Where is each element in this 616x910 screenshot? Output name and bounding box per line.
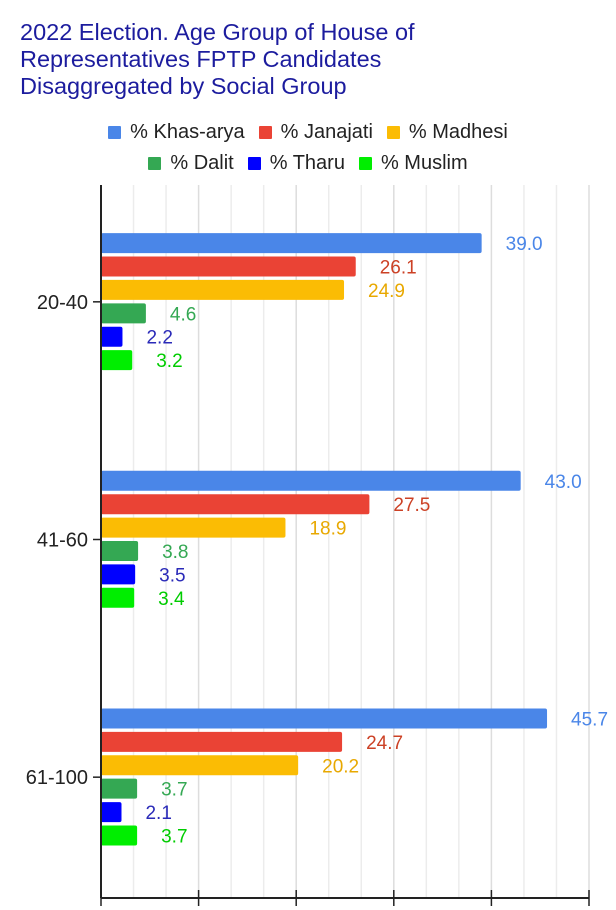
chart-title-line: 2022 Election. Age Group of House of bbox=[20, 19, 415, 45]
bar bbox=[101, 326, 123, 347]
data-label: 2.2 bbox=[146, 328, 172, 349]
legend-label: % Muslim bbox=[380, 152, 468, 174]
data-label: 24.9 bbox=[368, 281, 405, 302]
bar bbox=[101, 825, 138, 846]
legend-item[interactable]: % Madhesi bbox=[386, 121, 508, 144]
data-label: 3.7 bbox=[161, 780, 187, 801]
chart-title-line: Representatives FPTP Candidates bbox=[20, 46, 382, 72]
data-label: 45.7 bbox=[571, 709, 608, 730]
legend-swatch bbox=[258, 126, 272, 139]
chart-title: 2022 Election. Age Group of House of Rep… bbox=[20, 19, 415, 100]
bar bbox=[101, 564, 136, 585]
legend-item[interactable]: % Tharu bbox=[247, 152, 345, 175]
data-label: 3.4 bbox=[158, 589, 185, 610]
bar bbox=[101, 470, 521, 491]
data-label: 2.1 bbox=[145, 803, 171, 824]
legend-label: % Tharu bbox=[269, 152, 345, 174]
bar bbox=[101, 279, 345, 300]
legend-item[interactable]: % Khas-arya bbox=[108, 121, 245, 144]
bar bbox=[101, 541, 139, 561]
data-label: 3.5 bbox=[159, 565, 185, 586]
data-label: 27.5 bbox=[393, 495, 430, 516]
legend-item[interactable]: % Dalit bbox=[148, 152, 234, 175]
category-label: 61-100 bbox=[26, 767, 88, 789]
bar bbox=[101, 350, 133, 371]
bar bbox=[101, 233, 482, 254]
legend-swatch bbox=[247, 157, 261, 170]
bar bbox=[101, 778, 138, 799]
legend-item[interactable]: % Muslim bbox=[358, 152, 468, 175]
legend-row: % Dalit % Tharu % Muslim bbox=[0, 152, 616, 175]
bar bbox=[101, 755, 299, 776]
data-label: 3.7 bbox=[161, 826, 187, 847]
bar bbox=[101, 256, 356, 277]
legend-row: % Khas-arya % Janajati % Madhesi bbox=[0, 121, 616, 144]
bar bbox=[101, 708, 548, 729]
bar bbox=[101, 802, 122, 823]
data-label: 4.6 bbox=[170, 304, 196, 325]
legend-swatch bbox=[108, 126, 122, 139]
legend-swatch bbox=[386, 126, 400, 139]
bar bbox=[101, 303, 146, 324]
data-label: 39.0 bbox=[506, 234, 543, 255]
bar bbox=[101, 587, 135, 608]
legend-label: % Madhesi bbox=[408, 121, 508, 143]
data-label: 3.8 bbox=[162, 542, 188, 563]
data-label: 18.9 bbox=[309, 519, 346, 540]
chart-title-line: Disaggregated by Social Group bbox=[20, 73, 347, 99]
legend-label: % Khas-arya bbox=[130, 121, 245, 143]
legend-item[interactable]: % Janajati bbox=[258, 121, 373, 144]
bar bbox=[101, 517, 286, 538]
data-label: 24.7 bbox=[366, 733, 403, 754]
bar bbox=[101, 731, 343, 752]
category-label: 41-60 bbox=[37, 530, 88, 552]
category-label: 20-40 bbox=[37, 292, 88, 314]
data-label: 43.0 bbox=[545, 472, 582, 493]
data-label: 20.2 bbox=[322, 756, 359, 777]
bar bbox=[101, 494, 370, 515]
legend-label: % Dalit bbox=[170, 152, 234, 174]
data-label: 26.1 bbox=[380, 258, 417, 279]
legend-swatch bbox=[148, 157, 162, 170]
legend-swatch bbox=[358, 157, 372, 170]
data-label: 3.2 bbox=[156, 351, 182, 372]
legend-label: % Janajati bbox=[280, 121, 373, 143]
